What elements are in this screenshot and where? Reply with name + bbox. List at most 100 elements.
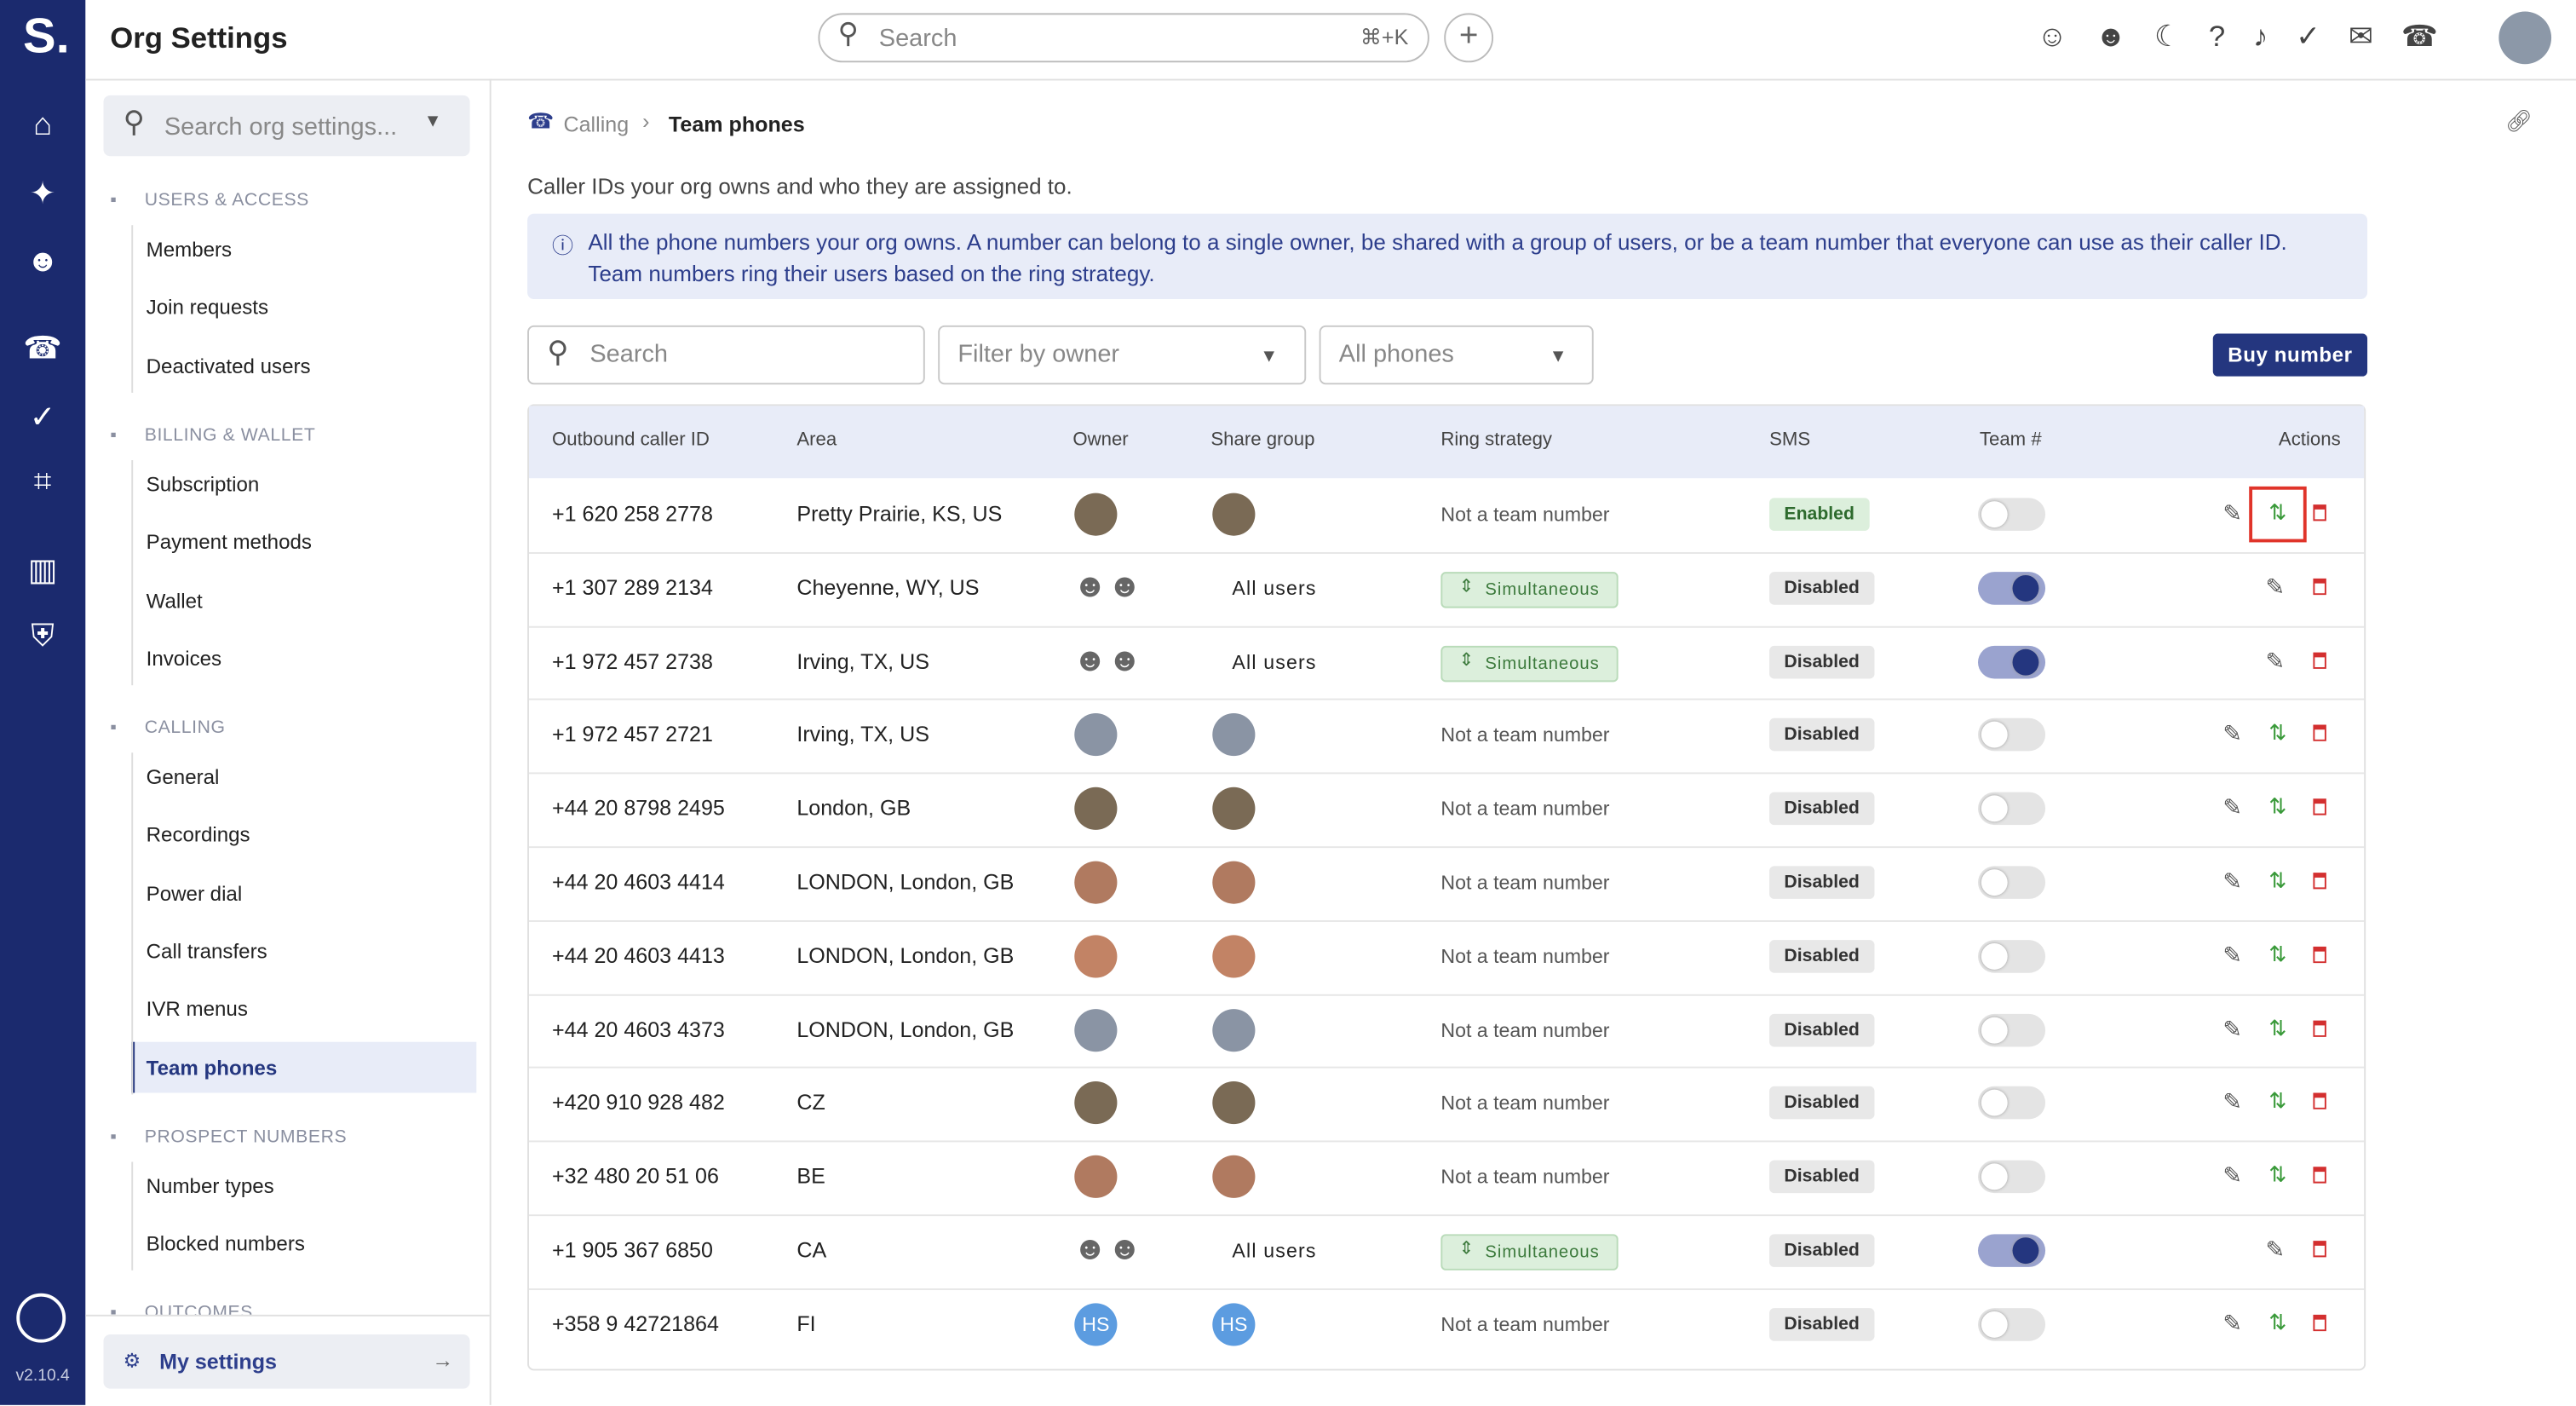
nav-item[interactable]: General <box>146 765 220 789</box>
transfer-button[interactable]: ⇅ <box>2268 720 2287 746</box>
info-text: All the phone numbers your org owns. A n… <box>588 229 2287 286</box>
footer-border <box>85 1314 490 1317</box>
caller-id: +44 20 4603 4373 <box>551 1017 725 1041</box>
edit-button[interactable]: ✎ <box>2265 573 2286 600</box>
transfer-button[interactable]: ⇅ <box>2268 941 2287 966</box>
edit-button[interactable]: ✎ <box>2265 647 2286 673</box>
delete-button[interactable] <box>2313 946 2326 963</box>
delete-button[interactable] <box>2313 578 2326 595</box>
nav-item[interactable]: Join requests <box>146 296 269 320</box>
sidebar-search-placeholder: Search org settings... <box>164 113 398 141</box>
add-button[interactable]: + <box>1444 13 1494 63</box>
sidebar-border <box>489 78 492 1405</box>
transfer-button[interactable]: ⇅ <box>2268 793 2287 819</box>
column-header: Actions <box>2278 430 2341 451</box>
nav-item[interactable]: Recordings <box>146 823 250 847</box>
phones-filter-label: All phones <box>1338 340 1454 368</box>
area: LONDON, London, GB <box>796 942 1015 968</box>
owner-avatar <box>1074 713 1118 757</box>
table-search-placeholder: Search <box>589 340 669 368</box>
nav-item[interactable]: Members <box>146 238 233 262</box>
nav-item[interactable]: Power dial <box>146 881 243 905</box>
my-settings[interactable] <box>103 1334 470 1389</box>
nav-item[interactable]: Blocked numbers <box>146 1232 305 1256</box>
transfer-button[interactable]: ⇅ <box>2268 499 2287 525</box>
link-icon[interactable]: 🔗︎ <box>2505 108 2533 134</box>
nav-switch[interactable] <box>16 1293 66 1343</box>
nav-item[interactable]: Payment methods <box>146 531 312 555</box>
delete-button[interactable] <box>2313 1019 2326 1037</box>
delete-button[interactable] <box>2313 798 2326 815</box>
header-icons[interactable]: ☺☻☾?♪✓✉☎ <box>2037 20 2466 53</box>
delete-button[interactable] <box>2313 1167 2326 1184</box>
nav-reports[interactable]: ▥ <box>27 553 58 589</box>
nav-calls[interactable]: ☎ <box>23 331 62 367</box>
edit-button[interactable]: ✎ <box>2265 1236 2286 1263</box>
edit-button[interactable]: ✎ <box>2222 1309 2242 1336</box>
transfer-button[interactable]: ⇅ <box>2268 1088 2287 1114</box>
delete-button[interactable] <box>2313 725 2326 742</box>
caller-id: +1 905 367 6850 <box>551 1237 713 1263</box>
nav-item[interactable]: Number types <box>146 1174 274 1198</box>
area: Irving, TX, US <box>796 648 929 673</box>
nav-item[interactable]: IVR menus <box>146 998 248 1022</box>
ring-strategy: Not a team number <box>1440 797 1610 821</box>
edit-button[interactable]: ✎ <box>2222 499 2242 527</box>
nav-tasks[interactable]: ✓ <box>29 400 56 436</box>
section-title: PROSPECT NUMBERS <box>144 1127 348 1147</box>
edit-button[interactable]: ✎ <box>2222 793 2242 821</box>
nav-item[interactable]: Invoices <box>146 647 222 671</box>
owner-avatar <box>1074 1155 1118 1199</box>
breadcrumb-parent[interactable]: Calling <box>563 112 630 137</box>
ring-strategy: Not a team number <box>1440 1017 1610 1041</box>
nav-ai[interactable]: ✦ <box>29 177 56 212</box>
ring-strategy: Not a team number <box>1440 871 1610 895</box>
breadcrumb-sep: › <box>642 108 650 134</box>
edit-button[interactable]: ✎ <box>2222 867 2242 895</box>
owner-filter[interactable]: Filter by owner <box>938 325 1307 385</box>
delete-button[interactable] <box>2313 504 2326 521</box>
transfer-button[interactable]: ⇅ <box>2268 867 2287 893</box>
row-divider <box>528 994 2365 995</box>
delete-button[interactable] <box>2313 651 2326 669</box>
transfer-button[interactable]: ⇅ <box>2268 1309 2287 1334</box>
my-settings-label[interactable]: My settings <box>159 1349 277 1374</box>
transfer-button[interactable]: ⇅ <box>2268 1015 2287 1040</box>
nav-flows[interactable]: ⌗ <box>33 464 52 500</box>
edit-button[interactable]: ✎ <box>2222 720 2242 747</box>
delete-button[interactable] <box>2313 873 2326 890</box>
table-search[interactable]: Search <box>527 325 925 385</box>
ring-strategy: Not a team number <box>1440 503 1610 527</box>
delete-button[interactable] <box>2313 1241 2326 1258</box>
nav-home[interactable]: ⌂ <box>33 108 53 143</box>
user-avatar[interactable] <box>2498 11 2552 65</box>
edit-button[interactable]: ✎ <box>2222 941 2242 968</box>
phones-filter[interactable]: All phones <box>1319 325 1594 385</box>
nav-item[interactable]: Call transfers <box>146 940 267 964</box>
nav-item[interactable]: Subscription <box>146 472 260 496</box>
global-search[interactable] <box>818 13 1429 63</box>
chip-icon: ⇕ <box>1458 649 1475 671</box>
breadcrumb-current: Team phones <box>668 112 805 137</box>
buy-number-button[interactable]: Buy number <box>2212 333 2368 377</box>
nav-people[interactable]: ☻ <box>26 245 60 279</box>
edit-button[interactable]: ✎ <box>2222 1088 2242 1115</box>
sidebar-search[interactable] <box>103 95 470 157</box>
nav-shield[interactable]: ⛨ <box>31 619 55 654</box>
nav-item[interactable]: Wallet <box>146 589 203 613</box>
sms-status: Disabled <box>1769 792 1875 826</box>
nav-item[interactable]: Deactivated users <box>146 354 311 378</box>
owner-avatar <box>1074 493 1118 536</box>
ring-strategy: Not a team number <box>1440 723 1610 747</box>
area: CZ <box>796 1090 825 1115</box>
toggle-knob <box>1981 1090 2008 1117</box>
sms-status: Disabled <box>1769 718 1875 752</box>
section-title: OUTCOMES <box>144 1303 253 1315</box>
edit-button[interactable]: ✎ <box>2222 1161 2242 1189</box>
delete-button[interactable] <box>2313 1093 2326 1110</box>
nav-item[interactable]: Team phones <box>146 1056 278 1080</box>
transfer-button[interactable]: ⇅ <box>2268 1161 2287 1187</box>
delete-button[interactable] <box>2313 1314 2326 1331</box>
edit-button[interactable]: ✎ <box>2222 1015 2242 1041</box>
